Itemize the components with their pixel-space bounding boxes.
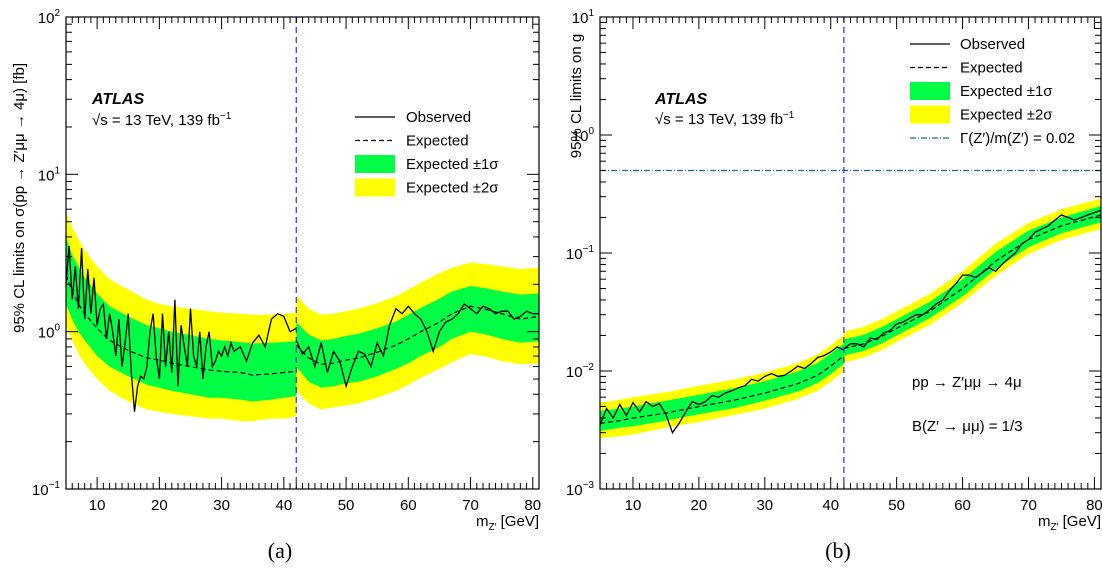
panel-a-band-1sigma-seg1 (66, 236, 297, 402)
panel-a-legend-label: Expected ±2σ (406, 180, 499, 197)
panel-b-legend-label: Expected ±1σ (960, 83, 1053, 100)
panel-b-legend-label: Expected ±2σ (960, 107, 1053, 124)
panel-a-legend: Observed Expected Expected ±1σ Expected ±2σ (355, 109, 499, 197)
panel-b-ytick-label: 10−3 (566, 480, 595, 499)
panel-a-legend-label: Expected ±1σ (406, 156, 499, 173)
panel-b-xtick-label: 10 (625, 497, 642, 514)
panel-b-legend-label: Observed (960, 36, 1025, 53)
panel-b-xtick-label: 70 (1020, 497, 1037, 514)
panel-a-legend-1sigma-swatch (355, 155, 395, 173)
panel-b-ytick-label: 101 (572, 8, 595, 27)
panel-a-legend-label: Observed (406, 109, 471, 126)
panel-a-observed-line-seg2 (295, 303, 539, 389)
panel-b-annotation-branching: B(Z′ → μμ) = 1/3 (912, 418, 1023, 435)
panel-b-experiment-label: ATLAS (654, 91, 707, 108)
panel-b-xtick-label: 50 (888, 497, 905, 514)
panel-a-ticks (65, 16, 540, 490)
panel-b-expected-line-seg2 (843, 214, 1102, 350)
panel-b-xtick-label: 20 (691, 497, 708, 514)
panel-b-annotation-process: pp → Z′μμ → 4μ (912, 374, 1022, 391)
panel-b: 10 20 30 40 50 60 70 80 10−3 10−2 10−1 100 101 95% C… (566, 8, 1102, 563)
panel-b-legend: Observed Expected Expected ±1σ Expected ±2σ… (910, 36, 1075, 147)
panel-a-ylabel: 95% CL limits on σ(pp → Z′μμ → 4μ) [fb] (11, 63, 28, 333)
panel-b-ytick-label: 100 (572, 126, 595, 145)
panel-a-experiment-label: ATLAS (91, 91, 144, 108)
panel-a-xtick-label: 20 (151, 497, 168, 514)
panel-b-expected-line-seg1 (599, 355, 845, 424)
panel-b-ytick-label: 10−2 (566, 362, 595, 381)
panel-b-xtick-label: 60 (954, 497, 971, 514)
panel-b-bands (600, 198, 1101, 439)
panel-a-energy-label: √s = 13 TeV, 139 fb−1 (92, 111, 232, 129)
panel-a-ytick-label: 10−1 (32, 480, 61, 499)
panel-b-legend-label: Γ(Z′)/m(Z′) = 0.02 (960, 130, 1075, 147)
panel-b-legend-2sigma-swatch (910, 105, 950, 124)
panel-a-xtick-label: 30 (213, 497, 230, 514)
panel-a-frame (65, 16, 540, 490)
panel-b-xtick-label: 40 (822, 497, 839, 514)
panel-b-lines (599, 17, 1102, 489)
panel-a-xtick-label: 40 (275, 497, 292, 514)
panel-b-ytick-label: 10−1 (566, 244, 595, 263)
panel-a-ytick-label: 102 (38, 8, 61, 27)
panel-a-ytick-label: 100 (38, 323, 61, 342)
panel-a-tick-labels: 10 20 30 40 50 60 70 80 10−1 100 101 102 (32, 8, 541, 514)
panel-a-xtick-label: 50 (338, 497, 355, 514)
panel-a-ytick-label: 101 (38, 165, 61, 184)
panel-a-legend-label: Expected (406, 133, 469, 150)
panel-a-lines (65, 17, 540, 489)
panel-b-energy-label: √s = 13 TeV, 139 fb−1 (655, 110, 795, 128)
panel-b-tick-labels: 10 20 30 40 50 60 70 80 10−3 10−2 10−1 100 101 (566, 8, 1102, 514)
panel-a-xtick-label: 80 (524, 497, 541, 514)
panel-b-observed-line-seg2 (843, 209, 1102, 350)
panel-b-band-1sigma-seg1 (600, 343, 844, 431)
panel-a-xtick-label: 10 (89, 497, 106, 514)
panel-a: 10 20 30 40 50 60 70 80 10−1 100 101 102 95% CL lim… (11, 8, 541, 563)
panel-a-caption: (a) (268, 538, 292, 563)
panel-a-plot-frame (65, 16, 540, 490)
panel-b-xtick-label: 80 (1086, 497, 1102, 514)
panel-b-legend-1sigma-swatch (910, 82, 950, 100)
panel-a-legend-2sigma-swatch (355, 178, 395, 197)
panel-b-xtick-label: 30 (756, 497, 773, 514)
panel-b-observed-line-seg1 (599, 346, 845, 435)
panel-b-caption: (b) (825, 538, 851, 563)
panel-a-observed-line-seg1 (65, 246, 297, 412)
panel-b-ticks (599, 16, 1102, 490)
panel-a-xtick-label: 70 (462, 497, 479, 514)
panel-b-ylabel: 95% CL limits on g (568, 34, 585, 159)
panel-b-xlabel: mZ′ [GeV] (1038, 513, 1101, 533)
panel-a-xtick-label: 60 (400, 497, 417, 514)
panel-a-xlabel: mZ′ [GeV] (476, 513, 539, 533)
panel-b-legend-label: Expected (960, 60, 1023, 77)
